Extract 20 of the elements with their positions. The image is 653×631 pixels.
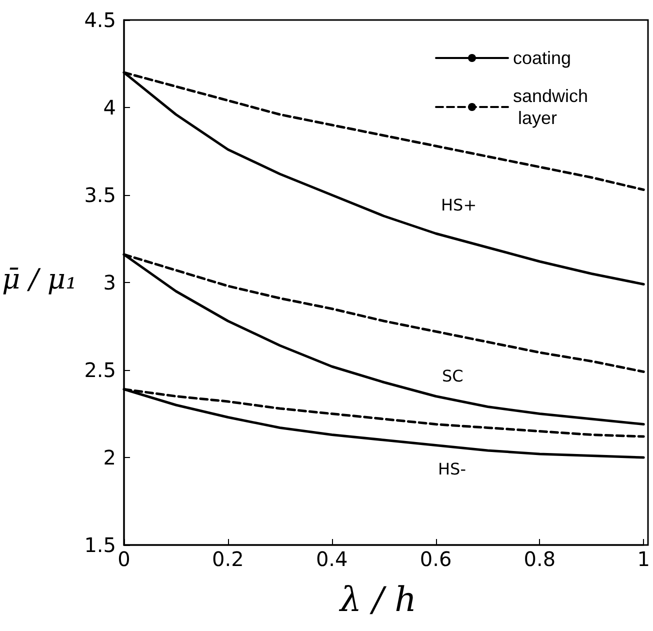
y-tick-label: 4 bbox=[103, 96, 116, 120]
annotation: SC bbox=[442, 366, 464, 386]
x-tick-label: 0.2 bbox=[212, 547, 244, 571]
y-tick-label: 3 bbox=[103, 270, 116, 294]
x-axis-title: λ / h bbox=[338, 580, 417, 620]
y-tick-label: 2.5 bbox=[84, 358, 116, 382]
x-tick-label: 0.6 bbox=[420, 547, 452, 571]
y-tick-label: 1.5 bbox=[84, 533, 116, 557]
y-tick-label: 4.5 bbox=[84, 8, 116, 32]
legend-label: sandwich layer bbox=[513, 86, 588, 128]
y-tick-label: 2 bbox=[103, 446, 116, 470]
annotation: HS- bbox=[438, 460, 466, 478]
annotation: HS+ bbox=[441, 196, 477, 214]
x-tick-label: 0.4 bbox=[316, 547, 348, 571]
y-axis-title: μ̄ / μ₁ bbox=[2, 262, 77, 296]
x-tick-label: 0.8 bbox=[524, 547, 556, 571]
legend-label: coating bbox=[513, 48, 572, 68]
x-tick-label: 1 bbox=[637, 547, 650, 571]
x-tick-label: 0 bbox=[118, 547, 130, 571]
y-tick-label: 3.5 bbox=[84, 183, 116, 207]
